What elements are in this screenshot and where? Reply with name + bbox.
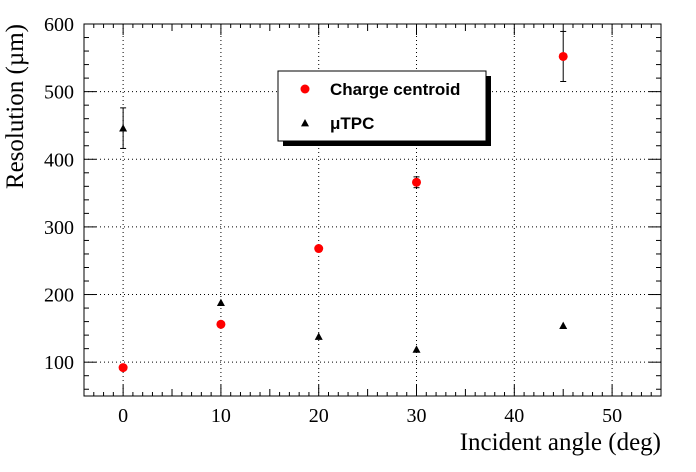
data-point bbox=[118, 363, 128, 373]
x-tick-label: 10 bbox=[211, 405, 231, 427]
plot-frame bbox=[83, 23, 662, 397]
data-point bbox=[314, 332, 323, 340]
legend-entries: Charge centroid μTPC bbox=[300, 80, 460, 133]
y-tick-label: 100 bbox=[44, 352, 74, 374]
y-tick-label: 600 bbox=[44, 14, 74, 36]
y-axis-title: Resolution (µm) bbox=[2, 24, 29, 189]
series-charge-centroid bbox=[118, 30, 568, 373]
x-tick-label: 20 bbox=[309, 405, 329, 427]
data-point bbox=[412, 345, 421, 353]
x-tick-label: 50 bbox=[602, 405, 622, 427]
data-point bbox=[119, 124, 128, 132]
data-point bbox=[216, 298, 225, 307]
x-axis-title: Incident angle (deg) bbox=[460, 429, 661, 456]
legend-marker bbox=[301, 119, 309, 127]
y-tick-label: 200 bbox=[44, 285, 74, 307]
axis-ticks bbox=[83, 23, 662, 396]
data-point bbox=[558, 51, 568, 61]
x-tick-label: 30 bbox=[407, 405, 427, 427]
legend-label: Charge centroid bbox=[330, 80, 460, 99]
legend-box bbox=[277, 70, 487, 142]
series-utpc bbox=[119, 107, 568, 353]
legend-marker bbox=[300, 84, 310, 94]
x-tick-label: 40 bbox=[504, 405, 524, 427]
tick-labels: 0 10 20 30 40 50 100 200 300 400 500 600 bbox=[44, 14, 622, 427]
data-point bbox=[559, 321, 568, 330]
y-tick-label: 300 bbox=[44, 217, 74, 239]
y-tick-label: 400 bbox=[44, 149, 74, 171]
x-tick-label: 0 bbox=[118, 405, 128, 427]
y-tick-label: 500 bbox=[44, 82, 74, 104]
legend-label: μTPC bbox=[330, 114, 374, 133]
legend: Charge centroid μTPC bbox=[277, 70, 491, 146]
data-point bbox=[314, 244, 324, 254]
data-points bbox=[118, 30, 568, 373]
data-point bbox=[216, 319, 226, 329]
data-point bbox=[412, 177, 422, 187]
